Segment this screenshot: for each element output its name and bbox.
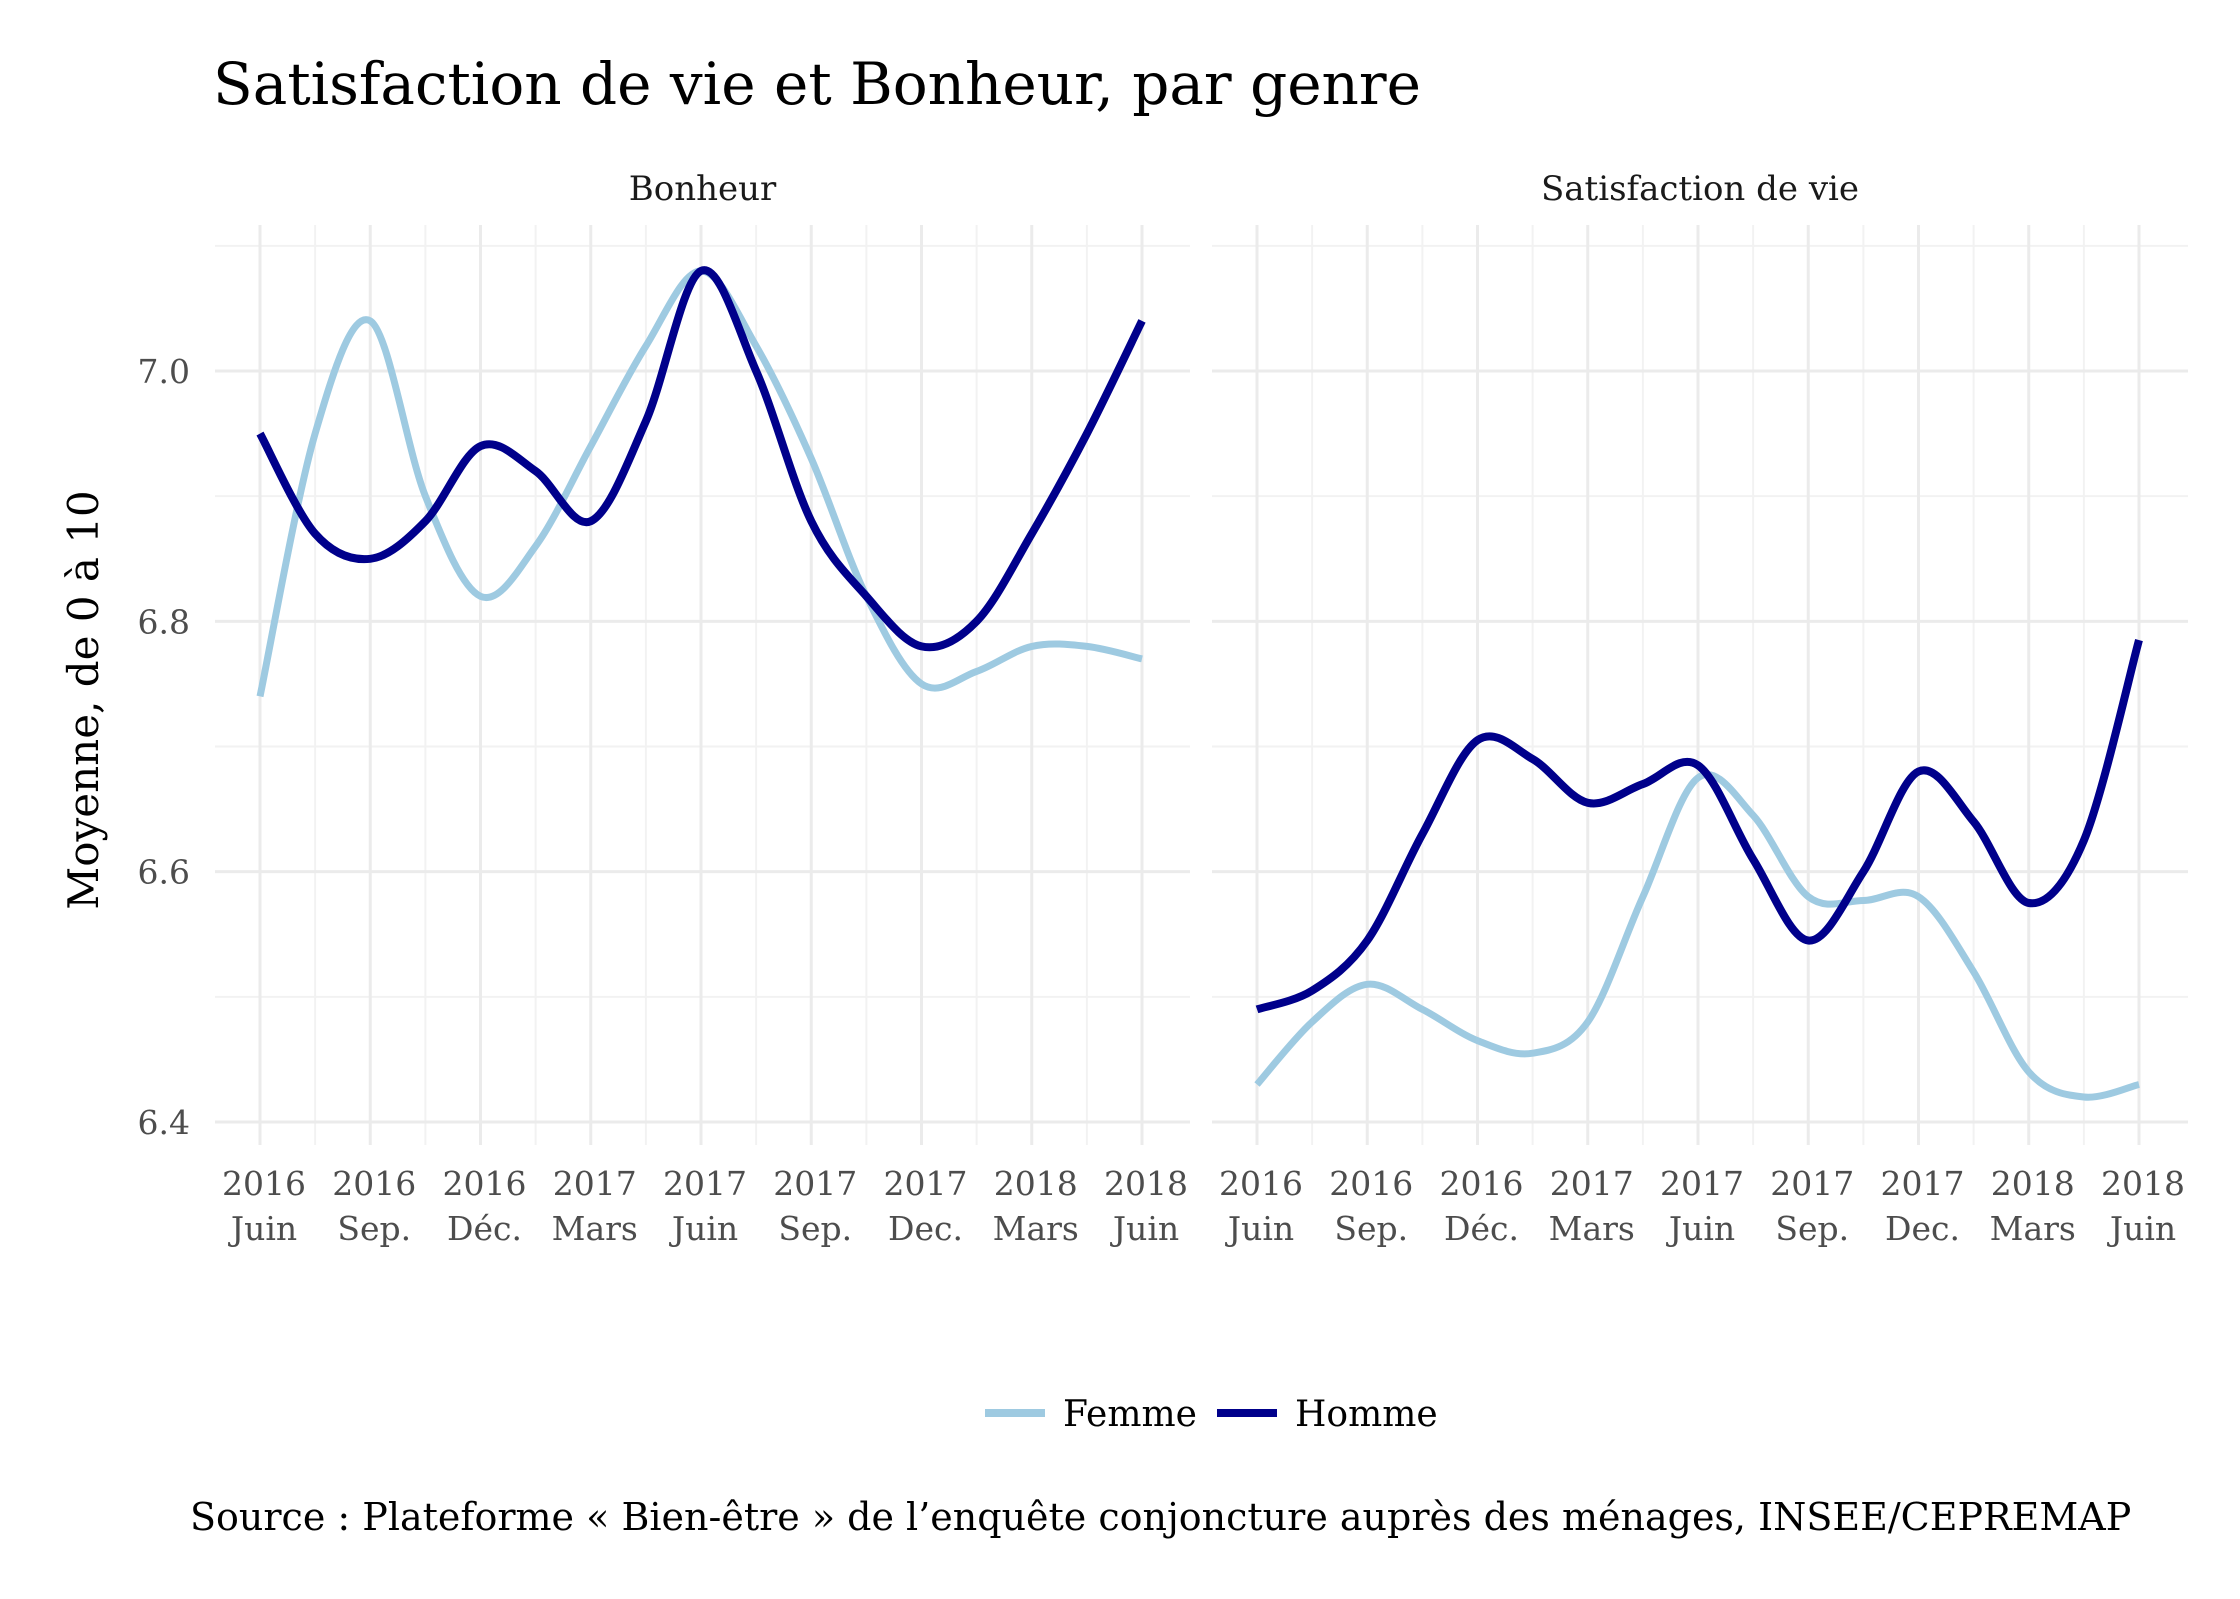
x-tick-year: 2018: [2101, 1164, 2185, 1203]
legend-label-homme: Homme: [1295, 1394, 1438, 1435]
panel-0: Bonheur 2016 Juin 2016 Sep. 2016 Déc. 2017 Mars 2…: [138, 169, 1190, 1248]
series-line-femme: [256, 267, 1143, 698]
x-tick-year: 2017: [1881, 1164, 1965, 1203]
panel-1: Satisfaction de vie 2016 Juin 2016 Sep. 2016 D…: [1212, 169, 2188, 1248]
x-tick-year: 2017: [773, 1164, 857, 1203]
y-tick-label: 6.6: [138, 853, 190, 892]
series-line-femme: [1254, 771, 2140, 1101]
y-tick-label: 6.8: [138, 602, 190, 641]
x-tick-year: 2017: [1550, 1164, 1634, 1203]
x-tick-month: Juin: [1666, 1209, 1735, 1248]
panel-strip-label: Bonheur: [629, 169, 777, 209]
x-tick-month: Mars: [993, 1209, 1079, 1248]
x-tick-year: 2017: [884, 1164, 968, 1203]
x-tick-year: 2017: [1660, 1164, 1744, 1203]
x-tick-year: 2017: [553, 1164, 637, 1203]
panels-layer: Bonheur 2016 Juin 2016 Sep. 2016 Déc. 2017 Mars 2…: [138, 169, 2188, 1248]
x-tick-year: 2016: [1440, 1164, 1524, 1203]
x-tick-month: Juin: [1110, 1209, 1179, 1248]
x-tick-year: 2018: [1104, 1164, 1188, 1203]
x-tick-year: 2016: [443, 1164, 527, 1203]
x-tick-month: Mars: [552, 1209, 638, 1248]
x-tick-month: Dec.: [888, 1209, 963, 1248]
x-tick-year: 2016: [1329, 1164, 1413, 1203]
y-tick-label: 7.0: [138, 352, 190, 391]
x-tick-month: Sep.: [1775, 1209, 1849, 1248]
x-tick-year: 2018: [994, 1164, 1078, 1203]
x-tick-year: 2017: [1770, 1164, 1854, 1203]
y-tick-label: 6.4: [138, 1103, 190, 1142]
x-tick-year: 2016: [332, 1164, 416, 1203]
panel-strip-label: Satisfaction de vie: [1541, 169, 1859, 209]
x-tick-month: Sep.: [778, 1209, 852, 1248]
x-tick-month: Mars: [1990, 1209, 2076, 1248]
x-tick-month: Sep.: [1334, 1209, 1408, 1248]
legend: Femme Homme: [985, 1394, 1438, 1435]
series-line-homme: [256, 266, 1146, 652]
legend-label-femme: Femme: [1063, 1394, 1197, 1435]
chart-title: Satisfaction de vie et Bonheur, par genr…: [213, 50, 1421, 118]
x-tick-month: Mars: [1549, 1209, 1635, 1248]
series-line-homme: [1255, 639, 2143, 1014]
source-caption: Source : Plateforme « Bien-être » de l’e…: [190, 1495, 2131, 1539]
x-tick-month: Juin: [669, 1209, 738, 1248]
y-axis-label: Moyenne, de 0 à 10: [59, 490, 108, 910]
x-tick-month: Dec.: [1885, 1209, 1960, 1248]
x-tick-year: 2018: [1991, 1164, 2075, 1203]
x-tick-month: Juin: [2107, 1209, 2176, 1248]
x-tick-month: Déc.: [1444, 1209, 1519, 1248]
x-tick-year: 2016: [1219, 1164, 1303, 1203]
x-tick-month: Juin: [228, 1209, 297, 1248]
x-tick-month: Juin: [1225, 1209, 1294, 1248]
x-tick-year: 2016: [222, 1164, 306, 1203]
x-tick-month: Déc.: [447, 1209, 522, 1248]
x-tick-year: 2017: [663, 1164, 747, 1203]
x-tick-month: Sep.: [337, 1209, 411, 1248]
